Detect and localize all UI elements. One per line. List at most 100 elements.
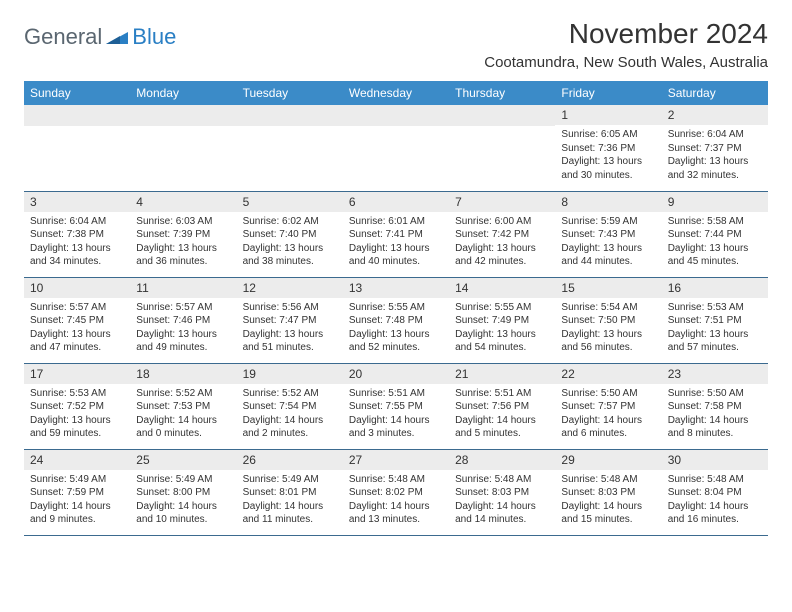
day-details: Sunrise: 5:52 AMSunset: 7:53 PMDaylight:…	[130, 384, 236, 444]
day-detail-line: Daylight: 14 hours	[668, 500, 762, 514]
weekday-header: Sunday	[24, 81, 130, 105]
day-number: 1	[555, 105, 661, 125]
day-details: Sunrise: 5:55 AMSunset: 7:49 PMDaylight:…	[449, 298, 555, 358]
day-detail-line: Sunset: 7:50 PM	[561, 314, 655, 328]
weekday-header: Wednesday	[343, 81, 449, 105]
calendar-week-row: 10Sunrise: 5:57 AMSunset: 7:45 PMDayligh…	[24, 277, 768, 363]
weekday-header: Saturday	[662, 81, 768, 105]
day-detail-line: and 42 minutes.	[455, 255, 549, 269]
logo-text-general: General	[24, 24, 102, 50]
day-detail-line: Sunset: 7:55 PM	[349, 400, 443, 414]
calendar-day-cell: 30Sunrise: 5:48 AMSunset: 8:04 PMDayligh…	[662, 449, 768, 535]
day-detail-line: Daylight: 13 hours	[561, 155, 655, 169]
calendar-day-cell: 28Sunrise: 5:48 AMSunset: 8:03 PMDayligh…	[449, 449, 555, 535]
day-detail-line: Sunset: 7:51 PM	[668, 314, 762, 328]
day-details: Sunrise: 6:01 AMSunset: 7:41 PMDaylight:…	[343, 212, 449, 272]
day-detail-line: Daylight: 14 hours	[243, 500, 337, 514]
logo-text-blue: Blue	[132, 24, 176, 50]
day-number: 16	[662, 278, 768, 298]
day-number: 9	[662, 192, 768, 212]
day-detail-line: Sunrise: 5:58 AM	[668, 215, 762, 229]
day-details: Sunrise: 5:53 AMSunset: 7:52 PMDaylight:…	[24, 384, 130, 444]
day-detail-line: Sunrise: 5:52 AM	[243, 387, 337, 401]
calendar-day-cell: 11Sunrise: 5:57 AMSunset: 7:46 PMDayligh…	[130, 277, 236, 363]
day-detail-line: and 38 minutes.	[243, 255, 337, 269]
day-detail-line: Daylight: 14 hours	[455, 500, 549, 514]
day-number: 29	[555, 450, 661, 470]
calendar-day-cell	[449, 105, 555, 191]
day-detail-line: Daylight: 13 hours	[243, 242, 337, 256]
day-detail-line: and 8 minutes.	[668, 427, 762, 441]
weekday-header: Thursday	[449, 81, 555, 105]
day-detail-line: Sunrise: 5:50 AM	[561, 387, 655, 401]
day-detail-line: Sunset: 8:02 PM	[349, 486, 443, 500]
day-details: Sunrise: 5:55 AMSunset: 7:48 PMDaylight:…	[343, 298, 449, 358]
calendar-day-cell: 13Sunrise: 5:55 AMSunset: 7:48 PMDayligh…	[343, 277, 449, 363]
day-detail-line: Sunset: 7:57 PM	[561, 400, 655, 414]
day-detail-line: Sunrise: 5:59 AM	[561, 215, 655, 229]
day-detail-line: Daylight: 13 hours	[30, 242, 124, 256]
calendar-day-cell: 24Sunrise: 5:49 AMSunset: 7:59 PMDayligh…	[24, 449, 130, 535]
day-detail-line: and 6 minutes.	[561, 427, 655, 441]
calendar-day-cell: 1Sunrise: 6:05 AMSunset: 7:36 PMDaylight…	[555, 105, 661, 191]
day-number: 25	[130, 450, 236, 470]
day-detail-line: and 36 minutes.	[136, 255, 230, 269]
calendar-week-row: 17Sunrise: 5:53 AMSunset: 7:52 PMDayligh…	[24, 363, 768, 449]
day-detail-line: and 47 minutes.	[30, 341, 124, 355]
day-detail-line: Daylight: 14 hours	[668, 414, 762, 428]
day-number: 19	[237, 364, 343, 384]
calendar-week-row: 24 Sunrise: 5:49 AM Sunset: 7:59 PM Dayligh…	[24, 449, 768, 535]
day-number: 7	[449, 192, 555, 212]
day-detail-line: Sunrise: 5:51 AM	[349, 387, 443, 401]
day-detail-line: Sunrise: 5:57 AM	[136, 301, 230, 315]
day-detail-line: and 56 minutes.	[561, 341, 655, 355]
day-number: 23	[662, 364, 768, 384]
day-detail-line: Daylight: 13 hours	[561, 328, 655, 342]
day-detail-line: Daylight: 13 hours	[455, 242, 549, 256]
day-number: 13	[343, 278, 449, 298]
day-detail-line: Sunset: 7:48 PM	[349, 314, 443, 328]
day-detail-line: Sunrise: 5:49 AM	[136, 473, 230, 487]
day-detail-line: Daylight: 13 hours	[30, 328, 124, 342]
day-detail-line: and 3 minutes.	[349, 427, 443, 441]
day-detail-line: Sunrise: 5:51 AM	[455, 387, 549, 401]
calendar-day-cell: 17Sunrise: 5:53 AMSunset: 7:52 PMDayligh…	[24, 363, 130, 449]
logo: General Blue	[24, 24, 176, 50]
day-number: 21	[449, 364, 555, 384]
day-number: 24	[24, 450, 130, 470]
day-details: Sunrise: 6:04 AMSunset: 7:37 PMDaylight:…	[662, 125, 768, 185]
day-details: Sunrise: 5:59 AMSunset: 7:43 PMDaylight:…	[555, 212, 661, 272]
day-detail-line: Sunset: 7:56 PM	[455, 400, 549, 414]
day-detail-line: Sunset: 7:58 PM	[668, 400, 762, 414]
day-detail-line: and 0 minutes.	[136, 427, 230, 441]
day-detail-line: Daylight: 13 hours	[455, 328, 549, 342]
day-number: 3	[24, 192, 130, 212]
day-detail-line: Sunrise: 6:03 AM	[136, 215, 230, 229]
day-detail-line: Sunset: 7:47 PM	[243, 314, 337, 328]
day-detail-line: and 40 minutes.	[349, 255, 443, 269]
day-detail-line: and 59 minutes.	[30, 427, 124, 441]
day-detail-line: Daylight: 14 hours	[243, 414, 337, 428]
day-number: 30	[662, 450, 768, 470]
day-detail-line: and 15 minutes.	[561, 513, 655, 527]
day-number: 15	[555, 278, 661, 298]
calendar-day-cell: 5Sunrise: 6:02 AMSunset: 7:40 PMDaylight…	[237, 191, 343, 277]
calendar-header-row: SundayMondayTuesdayWednesdayThursdayFrid…	[24, 81, 768, 105]
day-number: 14	[449, 278, 555, 298]
day-detail-line: Sunset: 7:36 PM	[561, 142, 655, 156]
day-detail-line: Daylight: 13 hours	[349, 328, 443, 342]
day-detail-line: Daylight: 14 hours	[349, 500, 443, 514]
calendar-day-cell	[130, 105, 236, 191]
day-detail-line: Sunrise: 5:48 AM	[349, 473, 443, 487]
day-detail-line: Sunset: 8:03 PM	[455, 486, 549, 500]
page-header: General Blue November 2024 Cootamundra, …	[24, 18, 768, 71]
day-detail-line: and 54 minutes.	[455, 341, 549, 355]
day-detail-line: Daylight: 13 hours	[668, 155, 762, 169]
calendar-day-cell: 10Sunrise: 5:57 AMSunset: 7:45 PMDayligh…	[24, 277, 130, 363]
day-detail-line: Sunset: 7:59 PM	[30, 486, 124, 500]
calendar-day-cell	[237, 105, 343, 191]
day-detail-line: and 9 minutes.	[30, 513, 124, 527]
calendar-day-cell: 20Sunrise: 5:51 AMSunset: 7:55 PMDayligh…	[343, 363, 449, 449]
day-detail-line: Sunset: 8:01 PM	[243, 486, 337, 500]
calendar-day-cell	[343, 105, 449, 191]
